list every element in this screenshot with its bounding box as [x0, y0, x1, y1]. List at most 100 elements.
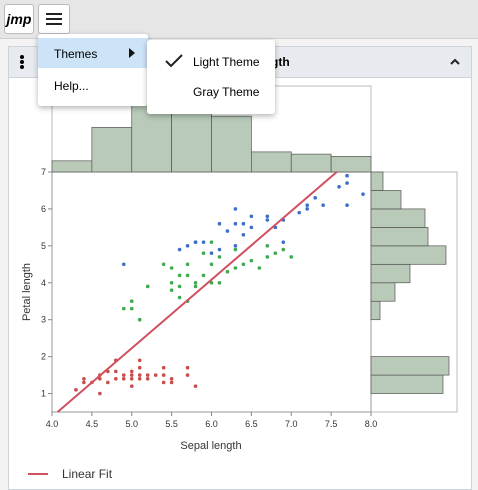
point [98, 391, 102, 396]
point [145, 373, 150, 377]
point [185, 373, 190, 377]
point [161, 380, 166, 385]
x-tick-label: 8.0 [365, 419, 378, 429]
point [169, 280, 174, 285]
point [345, 173, 349, 178]
logo-button[interactable]: jmp [4, 4, 34, 34]
x-tick-label: 5.5 [165, 419, 178, 429]
point [281, 247, 286, 252]
point [313, 196, 317, 200]
point [185, 365, 190, 370]
right-hist-bar [370, 300, 381, 321]
point [225, 269, 230, 274]
point [193, 280, 198, 285]
point [82, 380, 86, 385]
point [74, 388, 78, 392]
point [225, 229, 230, 233]
point [265, 255, 270, 259]
point [185, 273, 190, 278]
kebab-icon[interactable] [17, 53, 27, 71]
point [201, 240, 206, 244]
point [201, 273, 206, 278]
point [241, 262, 246, 267]
point [249, 258, 254, 263]
top-hist-bar [91, 126, 133, 173]
point [297, 210, 302, 215]
top-hist-bar [290, 153, 332, 173]
point [217, 280, 222, 285]
point [137, 358, 142, 363]
point [129, 384, 134, 388]
x-tick-label: 7.0 [285, 419, 298, 429]
point [129, 376, 134, 381]
point [121, 373, 126, 377]
toolbar [0, 0, 478, 39]
point [177, 284, 182, 289]
point [209, 251, 214, 256]
y-axis-label: Petal length [21, 263, 33, 321]
legend-label: Linear Fit [62, 467, 113, 481]
point [177, 295, 182, 300]
point [217, 247, 222, 252]
point [337, 184, 341, 189]
point [145, 376, 150, 381]
point [241, 221, 246, 226]
right-hist-bar [370, 227, 429, 247]
x-tick-label: 6.0 [205, 419, 218, 429]
point [145, 284, 150, 289]
point [193, 240, 198, 244]
point [161, 373, 166, 377]
point [137, 373, 142, 377]
point [137, 317, 142, 322]
x-tick-label: 4.0 [46, 419, 59, 429]
point [169, 288, 174, 292]
point [169, 266, 174, 270]
point [361, 192, 365, 196]
y-tick-label: 6 [41, 204, 46, 214]
point [129, 373, 134, 377]
top-hist-bar [251, 151, 292, 173]
point [185, 262, 190, 267]
point [177, 273, 182, 278]
top-hist-bar [131, 104, 172, 173]
x-axis-label: Sepal length [180, 440, 241, 452]
point [281, 240, 286, 244]
point [305, 203, 310, 208]
point [209, 240, 214, 244]
point [209, 262, 214, 267]
point [217, 221, 222, 226]
point [121, 262, 126, 267]
y-tick-label: 3 [41, 315, 46, 325]
fit-line [56, 171, 338, 413]
point [121, 306, 126, 311]
point [169, 380, 174, 385]
point [345, 181, 349, 185]
top-hist-bar [171, 104, 212, 173]
panel-title: gth [271, 55, 290, 69]
x-tick-label: 4.5 [86, 419, 99, 429]
right-hist-bar [370, 208, 426, 228]
point [265, 214, 270, 219]
point [98, 376, 102, 381]
hamburger-button[interactable] [38, 4, 70, 34]
menu-item-label[interactable]: Help... [54, 79, 89, 93]
collapse-icon[interactable] [449, 56, 461, 68]
point [137, 365, 142, 370]
hamburger-icon [46, 13, 62, 25]
y-tick-label: 2 [41, 352, 46, 362]
point [193, 384, 198, 388]
point [153, 373, 158, 377]
x-tick-label: 7.5 [325, 419, 338, 429]
point [185, 244, 190, 248]
menu-item-label[interactable]: Themes [54, 47, 98, 61]
point [161, 365, 166, 370]
y-tick-label: 7 [41, 167, 46, 177]
submenu: Light Theme Gray Theme [147, 40, 275, 114]
x-tick-label: 5.0 [125, 419, 138, 429]
submenu-item-label[interactable]: Gray Theme [193, 85, 260, 99]
point [233, 247, 238, 252]
point [233, 266, 238, 270]
submenu-item-label[interactable]: Light Theme [193, 55, 260, 69]
point [137, 376, 142, 381]
